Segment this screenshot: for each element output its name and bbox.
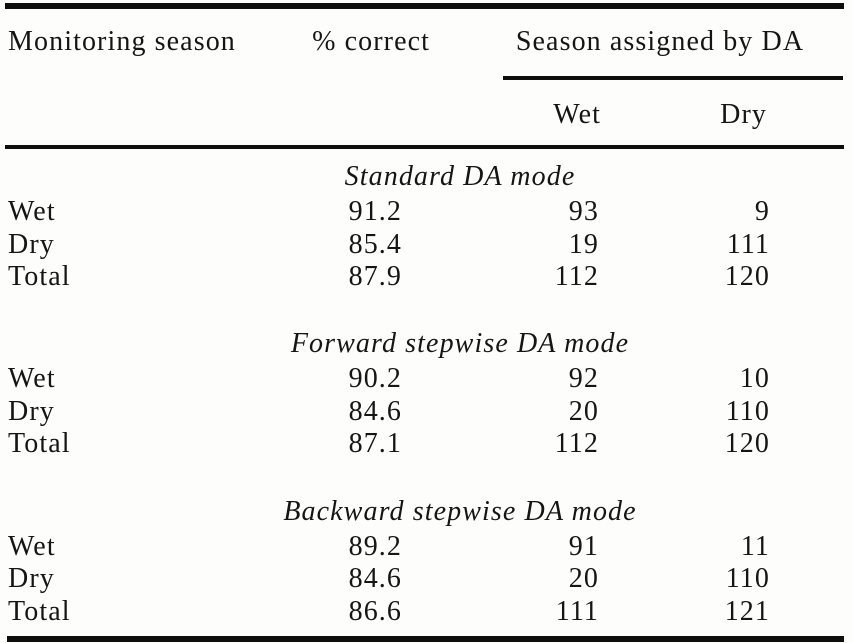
pct-correct-value: 85.4 bbox=[348, 229, 402, 260]
row-label: Dry bbox=[8, 229, 55, 260]
row-label: Wet bbox=[8, 531, 56, 562]
wet-count-value: 91 bbox=[568, 531, 599, 562]
dry-count-value: 120 bbox=[724, 261, 770, 292]
sub-column-header-wet: Wet bbox=[553, 99, 601, 130]
pct-correct-value: 86.6 bbox=[348, 596, 402, 627]
section-heading-standard: Standard DA mode bbox=[344, 161, 576, 192]
row-label: Total bbox=[8, 428, 71, 459]
wet-count-value: 20 bbox=[568, 563, 599, 594]
pct-correct-value: 91.2 bbox=[348, 196, 402, 227]
column-spanner-season-assigned: Season assigned by DA bbox=[515, 26, 805, 57]
dry-count-value: 120 bbox=[724, 428, 770, 459]
row-label: Dry bbox=[8, 563, 55, 594]
wet-count-value: 93 bbox=[568, 196, 599, 227]
row-label: Total bbox=[8, 596, 71, 627]
wet-count-value: 111 bbox=[555, 596, 599, 627]
wet-count-value: 112 bbox=[554, 428, 599, 459]
section-heading-forward-stepwise: Forward stepwise DA mode bbox=[290, 328, 630, 359]
pct-correct-value: 90.2 bbox=[348, 363, 402, 394]
row-label: Dry bbox=[8, 396, 55, 427]
pct-correct-value: 84.6 bbox=[348, 396, 402, 427]
row-label: Wet bbox=[8, 196, 56, 227]
pct-correct-value: 87.9 bbox=[348, 261, 402, 292]
spanner-underline-rule bbox=[503, 76, 843, 80]
wet-count-value: 19 bbox=[568, 229, 599, 260]
row-label: Wet bbox=[8, 363, 56, 394]
dry-count-value: 10 bbox=[739, 363, 770, 394]
dry-count-value: 111 bbox=[726, 229, 770, 260]
pct-correct-value: 89.2 bbox=[348, 531, 402, 562]
sub-column-header-dry: Dry bbox=[720, 99, 767, 130]
dry-count-value: 110 bbox=[725, 563, 770, 594]
dry-count-value: 11 bbox=[740, 531, 770, 562]
column-header-pct-correct: % correct bbox=[312, 26, 430, 57]
table-bottom-rule bbox=[7, 636, 844, 642]
column-header-monitoring-season: Monitoring season bbox=[8, 26, 236, 57]
row-label: Total bbox=[8, 261, 71, 292]
wet-count-value: 92 bbox=[568, 363, 599, 394]
pct-correct-value: 87.1 bbox=[348, 428, 402, 459]
header-separator-rule bbox=[5, 145, 844, 149]
dry-count-value: 110 bbox=[725, 396, 770, 427]
wet-count-value: 112 bbox=[554, 261, 599, 292]
section-heading-backward-stepwise: Backward stepwise DA mode bbox=[283, 496, 637, 527]
pct-correct-value: 84.6 bbox=[348, 563, 402, 594]
dry-count-value: 121 bbox=[724, 596, 770, 627]
table-top-rule bbox=[5, 3, 844, 9]
dry-count-value: 9 bbox=[754, 196, 770, 227]
wet-count-value: 20 bbox=[568, 396, 599, 427]
